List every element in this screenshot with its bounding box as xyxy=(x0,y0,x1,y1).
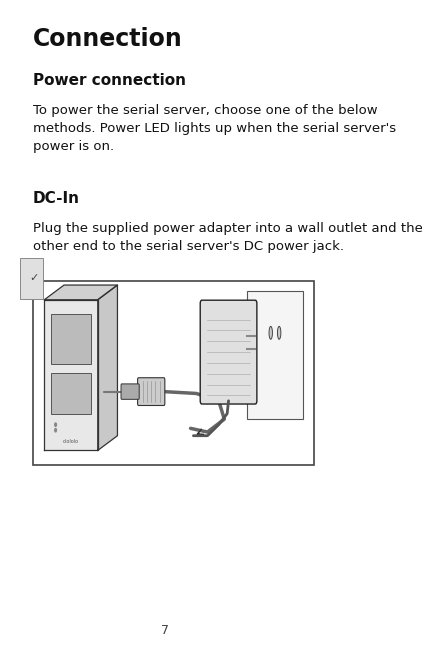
Text: To power the serial server, choose one of the below
methods. Power LED lights up: To power the serial server, choose one o… xyxy=(33,104,396,153)
Text: Power connection: Power connection xyxy=(33,73,186,88)
FancyBboxPatch shape xyxy=(19,257,43,299)
Text: olololo: olololo xyxy=(63,439,79,444)
Polygon shape xyxy=(98,285,117,451)
FancyBboxPatch shape xyxy=(138,377,165,406)
Text: Connection: Connection xyxy=(33,27,183,51)
Bar xyxy=(33,281,314,465)
Bar xyxy=(247,291,303,419)
Circle shape xyxy=(55,428,57,432)
Bar xyxy=(51,374,91,413)
Circle shape xyxy=(55,423,57,426)
Bar xyxy=(51,315,91,364)
Polygon shape xyxy=(44,300,98,451)
Polygon shape xyxy=(44,285,117,300)
Ellipse shape xyxy=(269,326,273,340)
Text: Plug the supplied power adapter into a wall outlet and the
other end to the seri: Plug the supplied power adapter into a w… xyxy=(33,222,422,253)
FancyBboxPatch shape xyxy=(200,300,257,404)
Text: DC-In: DC-In xyxy=(33,191,80,206)
Ellipse shape xyxy=(278,326,281,340)
Text: ✓: ✓ xyxy=(29,273,38,283)
Text: 7: 7 xyxy=(161,624,169,637)
FancyBboxPatch shape xyxy=(121,384,139,400)
